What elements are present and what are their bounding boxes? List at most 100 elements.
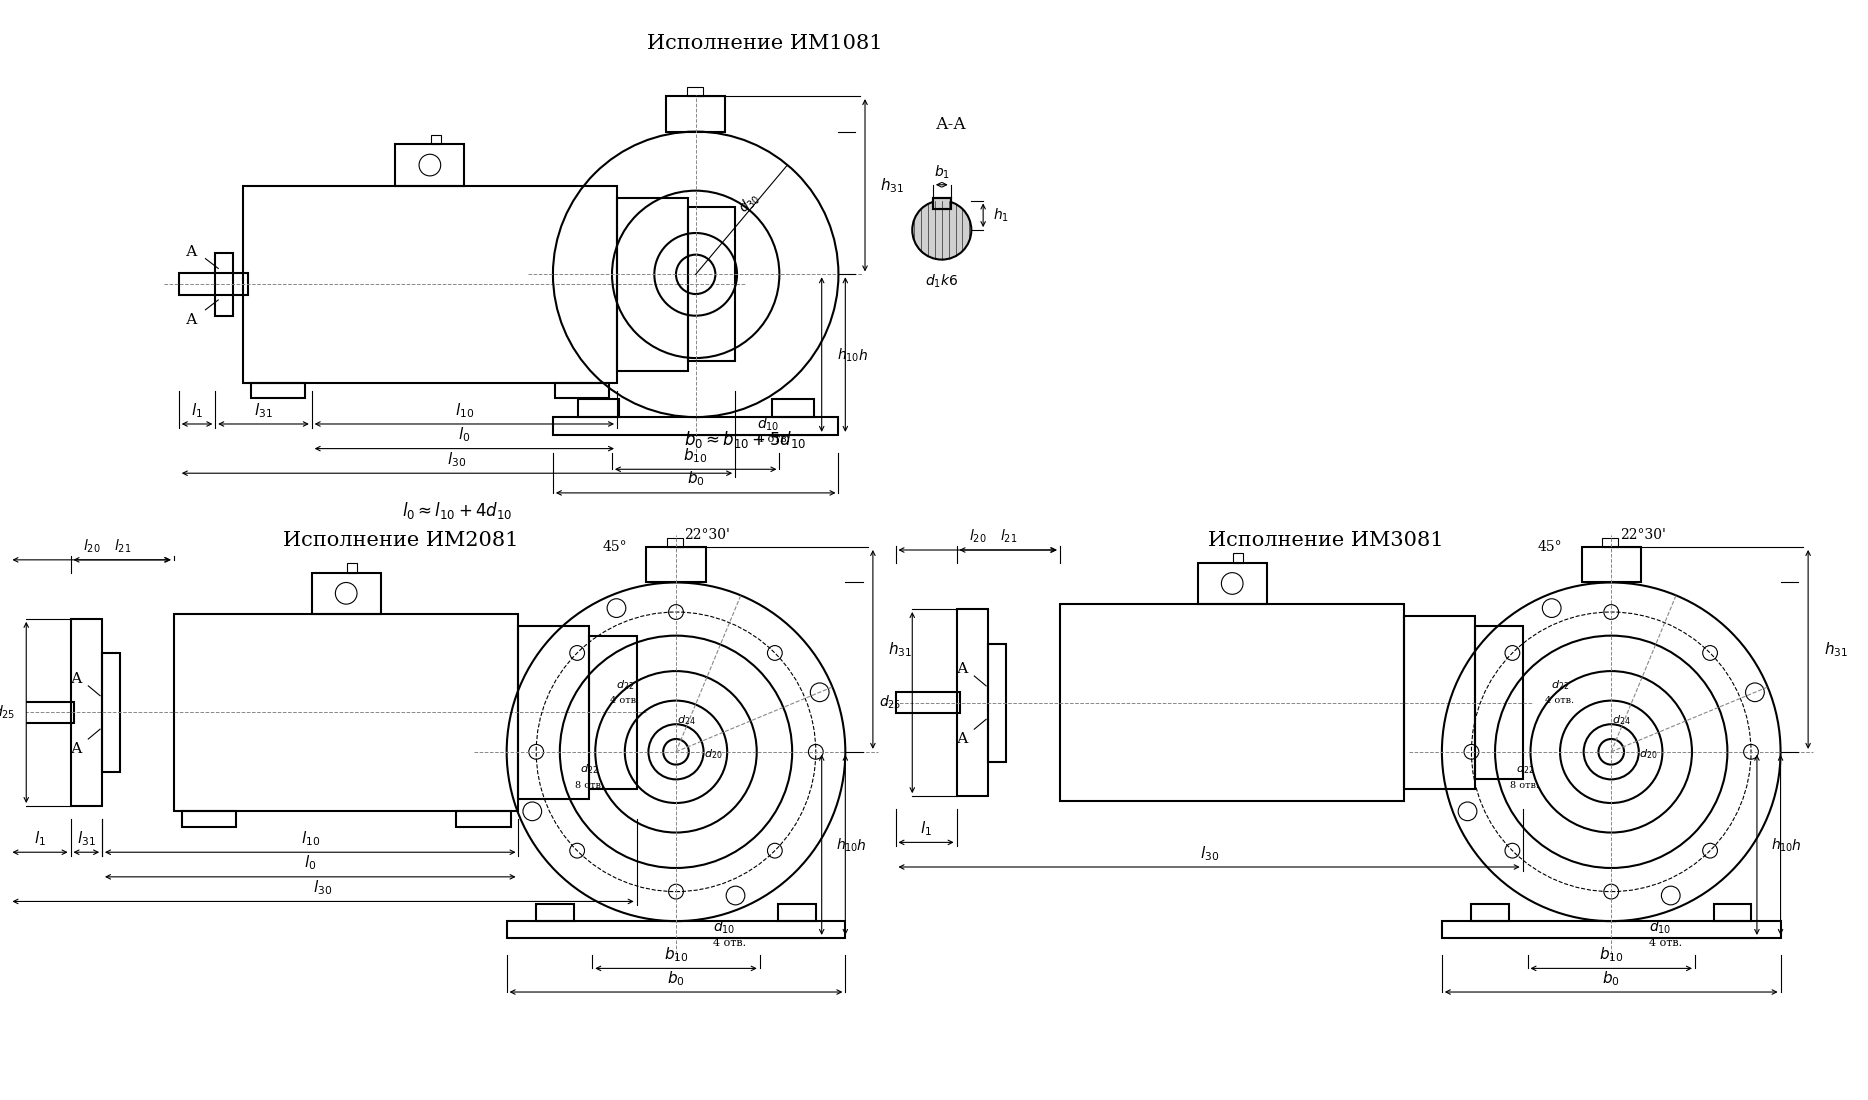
Text: 45°: 45°	[1537, 540, 1562, 554]
Circle shape	[912, 200, 971, 260]
Text: $h_{10}$: $h_{10}$	[837, 837, 859, 854]
Text: $l_1$: $l_1$	[921, 820, 932, 838]
Bar	[1442, 921, 1780, 938]
Bar	[1059, 604, 1405, 801]
Text: А: А	[187, 312, 198, 327]
Bar	[1713, 904, 1750, 921]
Bar	[956, 609, 988, 796]
Text: $h_{10}$: $h_{10}$	[837, 346, 859, 364]
Text: $l_{30}$: $l_{30}$	[314, 878, 333, 896]
Text: $l_{10}$: $l_{10}$	[454, 400, 474, 419]
Text: А: А	[187, 244, 198, 258]
Text: 22°30': 22°30'	[1620, 528, 1666, 542]
Text: $l_0$: $l_0$	[304, 854, 316, 872]
Bar	[506, 921, 846, 938]
Text: $h_{31}$: $h_{31}$	[1823, 640, 1847, 659]
Text: Исполнение ИМ2081: Исполнение ИМ2081	[282, 530, 517, 550]
Text: $d_{22}$: $d_{22}$	[1550, 678, 1569, 692]
Bar	[667, 96, 725, 132]
Bar	[347, 563, 357, 573]
Bar	[932, 198, 951, 209]
Bar	[667, 538, 684, 547]
Bar	[773, 399, 814, 417]
Text: $b_1$: $b_1$	[934, 163, 949, 180]
Text: $l_{10}$: $l_{10}$	[301, 829, 319, 848]
Text: $l_1$: $l_1$	[34, 829, 47, 848]
Text: $l_{20}$: $l_{20}$	[969, 528, 986, 544]
Text: $d_{10}$: $d_{10}$	[1649, 918, 1672, 936]
Bar	[243, 186, 616, 383]
Bar	[1197, 563, 1267, 604]
Bar	[932, 198, 951, 209]
Bar	[687, 87, 702, 96]
Bar	[590, 636, 637, 789]
Text: $h$: $h$	[1791, 838, 1801, 853]
Text: 22°30': 22°30'	[684, 528, 730, 542]
Bar	[71, 619, 103, 806]
Bar	[179, 274, 248, 295]
Text: $l_{31}$: $l_{31}$	[254, 400, 273, 419]
Bar	[103, 653, 120, 771]
Text: А: А	[71, 741, 82, 756]
Text: $d_{24}$: $d_{24}$	[1612, 714, 1631, 727]
Text: $b_0$: $b_0$	[687, 470, 704, 488]
Text: $d_{10}$: $d_{10}$	[757, 416, 779, 432]
Text: $h_{10}$: $h_{10}$	[1771, 837, 1793, 854]
Bar	[1405, 616, 1476, 789]
Text: $l_1$: $l_1$	[191, 400, 204, 419]
Bar	[181, 811, 235, 826]
Text: $b_{10}$: $b_{10}$	[1599, 945, 1623, 964]
Text: $d_{30}$: $d_{30}$	[736, 189, 764, 218]
Text: $l_{20}$: $l_{20}$	[82, 538, 101, 554]
Text: $h_1$: $h_1$	[994, 207, 1009, 224]
Text: $b_{10}$: $b_{10}$	[663, 945, 687, 964]
Bar	[1582, 547, 1640, 583]
Text: $l_{21}$: $l_{21}$	[999, 528, 1016, 544]
Bar	[432, 134, 441, 144]
Bar	[396, 144, 465, 186]
Text: А: А	[956, 662, 968, 676]
Text: $l_0$: $l_0$	[458, 426, 471, 444]
Text: $d_{22}$: $d_{22}$	[1515, 762, 1534, 777]
Text: Исполнение ИМ1081: Исполнение ИМ1081	[646, 33, 882, 53]
Text: Исполнение ИМ3081: Исполнение ИМ3081	[1209, 530, 1444, 550]
Text: $b_0$: $b_0$	[667, 969, 686, 988]
Text: $d_{22}$: $d_{22}$	[616, 678, 633, 692]
Bar	[1476, 626, 1522, 780]
Bar	[312, 573, 381, 614]
Text: $b_{10}$: $b_{10}$	[684, 447, 708, 465]
Text: А: А	[956, 732, 968, 746]
Bar	[174, 614, 519, 811]
Text: $d_{20}$: $d_{20}$	[1638, 747, 1657, 761]
Bar	[519, 626, 590, 799]
Bar	[687, 208, 736, 361]
Text: $h$: $h$	[856, 838, 867, 853]
Text: $l_{30}$: $l_{30}$	[1199, 844, 1218, 862]
Text: $d_{24}$: $d_{24}$	[676, 714, 695, 727]
Text: $b_0$: $b_0$	[1603, 969, 1620, 988]
Text: 4 отв.: 4 отв.	[757, 433, 790, 443]
Bar	[577, 399, 618, 417]
Bar	[1603, 538, 1618, 547]
Bar	[215, 253, 234, 316]
Bar	[456, 811, 510, 826]
Bar	[553, 417, 839, 434]
Text: 4 отв.: 4 отв.	[1545, 696, 1575, 705]
Text: $l_{21}$: $l_{21}$	[114, 538, 131, 554]
Text: А-А: А-А	[936, 117, 968, 133]
Text: $d_{22}$: $d_{22}$	[581, 762, 598, 777]
Bar	[9, 702, 73, 724]
Text: $b_0 \approx b_{10}+5d_{10}$: $b_0 \approx b_{10}+5d_{10}$	[684, 429, 807, 450]
Text: $d_{10}$: $d_{10}$	[714, 918, 736, 936]
Bar	[616, 198, 687, 371]
Text: $d_{25}$: $d_{25}$	[880, 694, 902, 712]
Bar	[895, 692, 960, 714]
Text: $d_{25}$: $d_{25}$	[0, 704, 15, 722]
Text: $h_{31}$: $h_{31}$	[889, 640, 913, 659]
Bar	[1472, 904, 1509, 921]
Text: $l_{31}$: $l_{31}$	[77, 829, 95, 848]
Text: 4 отв.: 4 отв.	[611, 696, 639, 705]
Bar	[250, 383, 304, 398]
Text: А: А	[71, 672, 82, 686]
Text: $h$: $h$	[857, 348, 869, 363]
